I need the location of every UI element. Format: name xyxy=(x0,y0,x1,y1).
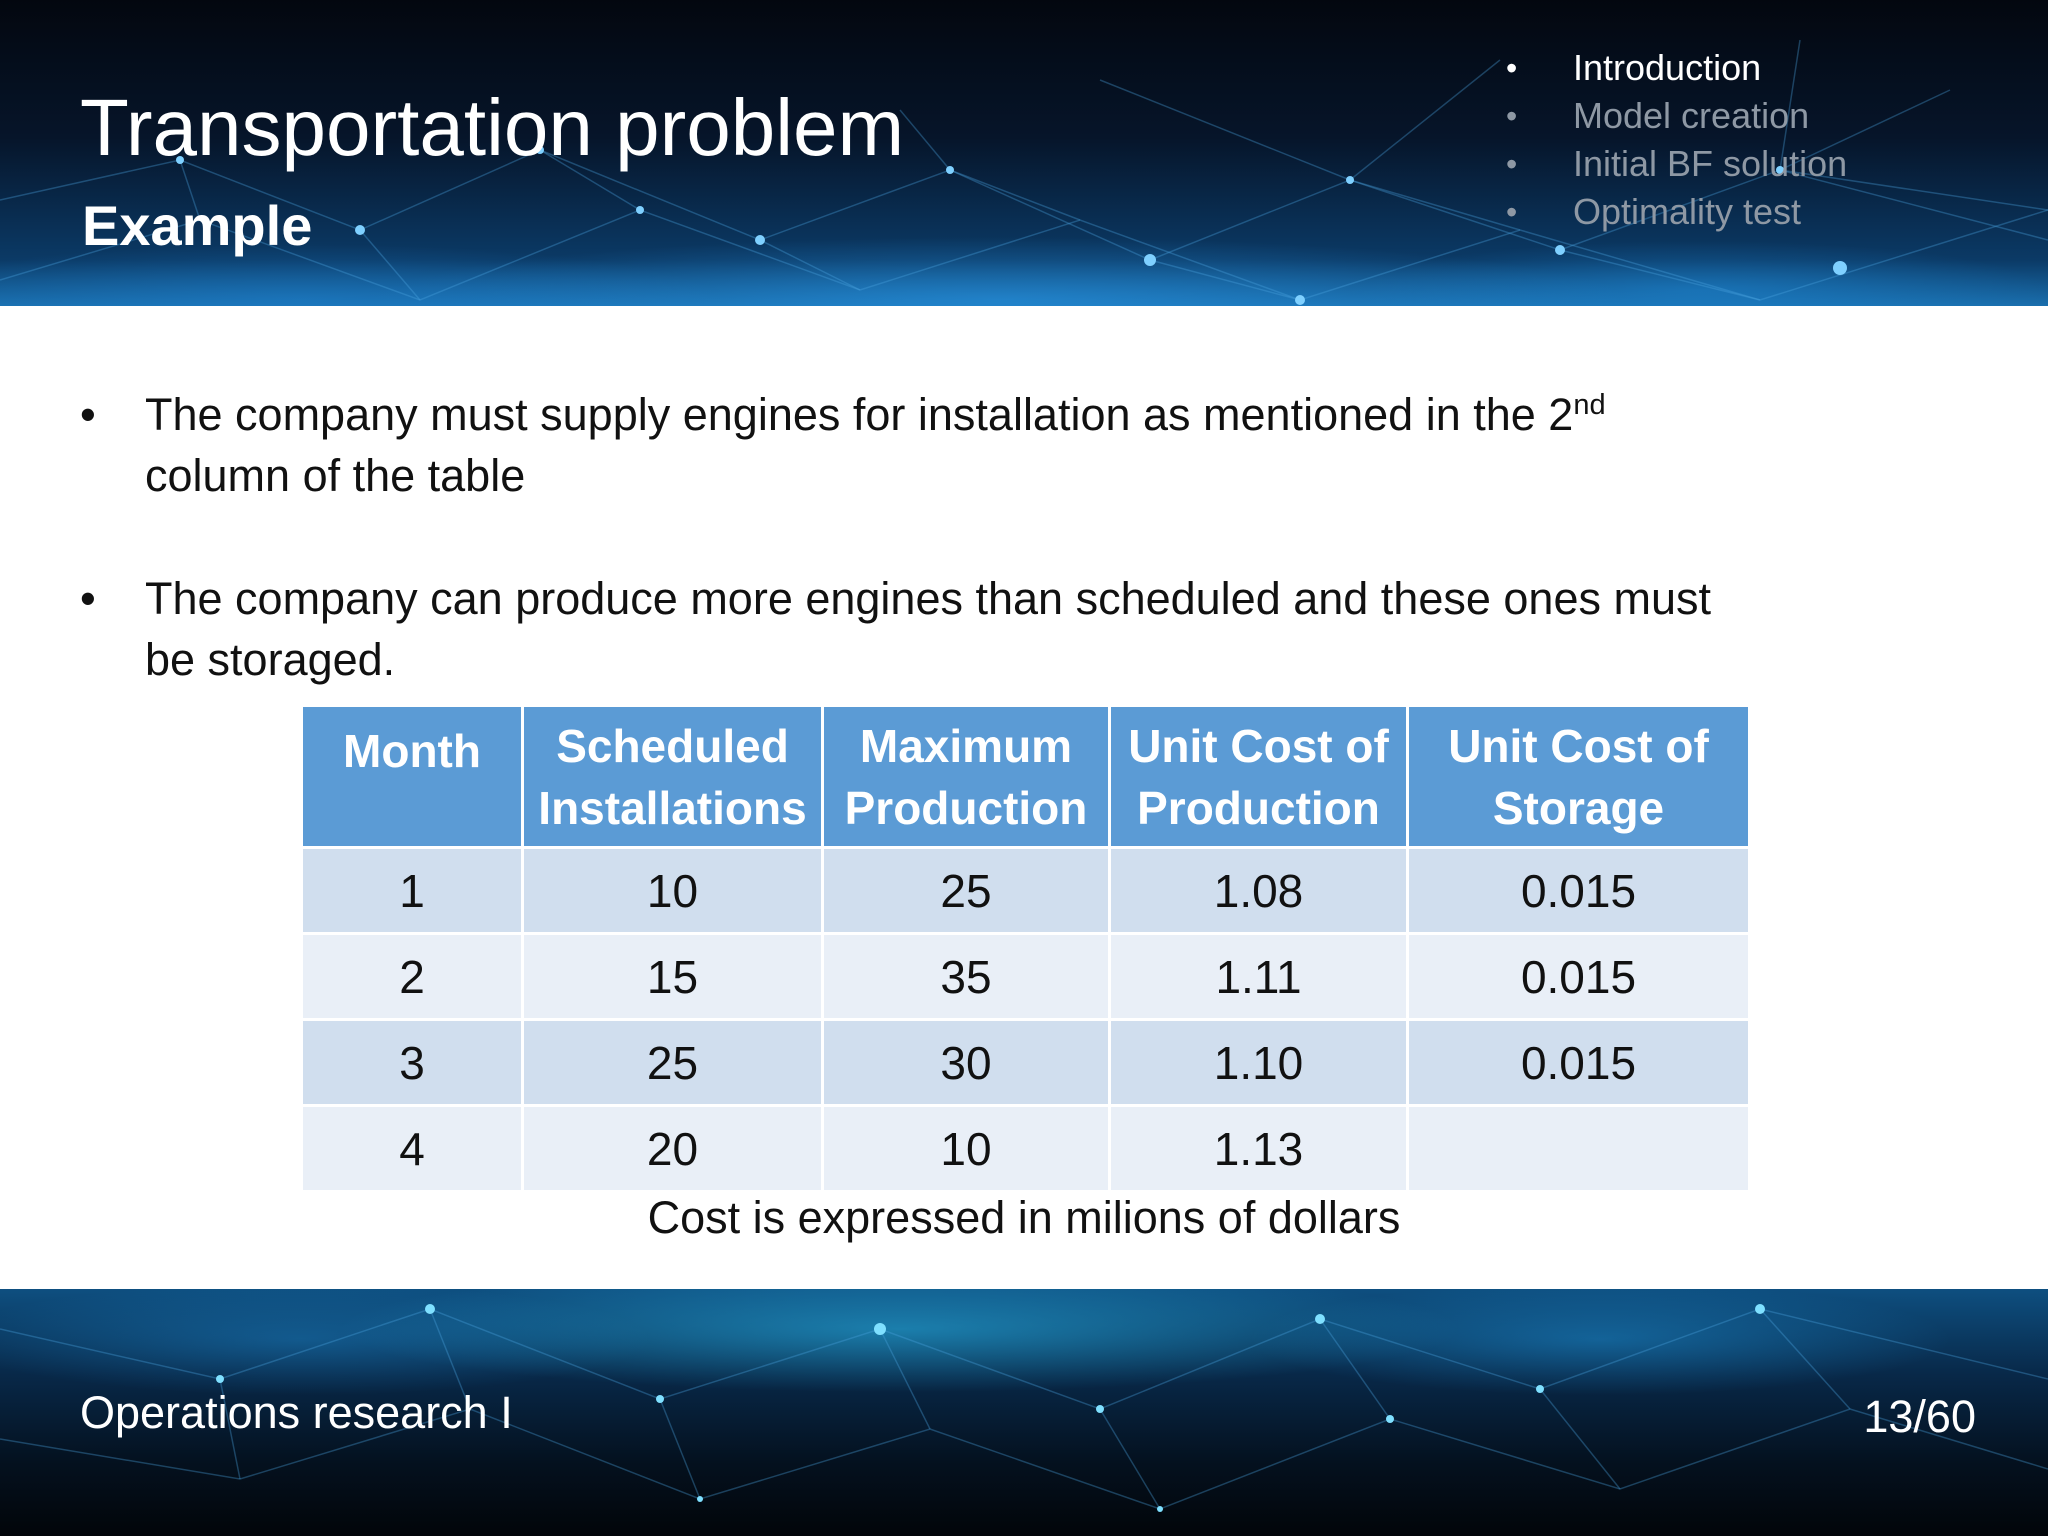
header-line: Scheduled xyxy=(556,719,789,772)
toc-item-introduction: • Introduction xyxy=(1500,46,1847,94)
table-cell: 1.08 xyxy=(1108,846,1409,935)
table-cell xyxy=(1406,1104,1751,1193)
table-row: 1 10 25 1.08 0.015 xyxy=(300,846,1751,935)
slide-bullets: • The company must supply engines for in… xyxy=(80,384,1780,690)
bullet-item: • The company can produce more engines t… xyxy=(80,568,1745,690)
bullet-text: The company must supply engines for inst… xyxy=(145,389,1574,440)
table-cell: 15 xyxy=(521,932,824,1021)
table-cell: 2 xyxy=(300,932,524,1021)
table-cell: 0.015 xyxy=(1406,846,1751,935)
table-footnote: Cost is expressed in milions of dollars xyxy=(647,1192,1401,1243)
table-cell: 20 xyxy=(521,1104,824,1193)
footer-banner xyxy=(0,1289,2048,1536)
header-line: Production xyxy=(1137,781,1380,834)
production-table: Month Scheduled Installations Maximum Prod… xyxy=(300,704,1751,1193)
header-line: Production xyxy=(844,781,1088,834)
table-cell: 4 xyxy=(300,1104,524,1193)
table-cell: 3 xyxy=(300,1018,524,1107)
column-header-unit-cost-production: Unit Cost of Production xyxy=(1108,704,1409,849)
toc-label: Optimality test xyxy=(1573,191,1802,232)
network-background-graphic xyxy=(0,39,2048,305)
page-number: 13/60 xyxy=(1863,1391,1976,1442)
bullet-text: The company can produce more engines tha… xyxy=(145,573,1711,685)
toc-label: Initial BF solution xyxy=(1573,143,1848,184)
table-row: 3 25 30 1.10 0.015 xyxy=(300,1018,1751,1107)
table-cell: 35 xyxy=(821,932,1111,1021)
table-cell: 1 xyxy=(300,846,524,935)
bullet-dot-icon: • xyxy=(1506,98,1518,134)
header-line: Month xyxy=(343,725,481,777)
toc-item-model-creation: • Model creation xyxy=(1500,94,1847,142)
table-cell: 0.015 xyxy=(1406,932,1751,1021)
toc-label: Introduction xyxy=(1573,47,1762,88)
table-cell: 1.13 xyxy=(1108,1104,1409,1193)
toc-item-initial-bf-solution: • Initial BF solution xyxy=(1500,142,1847,190)
toc-item-optimality-test: • Optimality test xyxy=(1500,190,1847,238)
header-banner: Transportation problem Example • Introduc… xyxy=(0,0,2048,306)
slide-subtitle: Example xyxy=(82,194,313,257)
table-cell: 25 xyxy=(821,846,1111,935)
bullet-dot-icon: • xyxy=(1506,146,1518,182)
table-row: 4 20 10 1.13 xyxy=(300,1104,1751,1193)
table-cell: 0.015 xyxy=(1406,1018,1751,1107)
network-background-graphic xyxy=(0,1304,2048,1512)
table-cell: 10 xyxy=(521,846,824,935)
table-cell: 1.10 xyxy=(1108,1018,1409,1107)
toc-label: Model creation xyxy=(1573,95,1810,136)
header-line: Maximum xyxy=(859,719,1073,772)
ordinal-suffix: nd xyxy=(1573,389,1606,421)
course-name: Operations research I xyxy=(80,1387,513,1438)
bullet-text-continuation: column of the table xyxy=(145,450,526,501)
column-header-unit-cost-storage: Unit Cost of Storage xyxy=(1406,704,1751,849)
table-cell: 10 xyxy=(821,1104,1111,1193)
table-header-row: Month Scheduled Installations Maximum Prod… xyxy=(300,704,1751,849)
slide-title: Transportation problem xyxy=(80,83,905,172)
bullet-dot-icon: • xyxy=(1506,50,1518,86)
bullet-dot-icon: • xyxy=(80,573,96,624)
column-header-scheduled-installations: Scheduled Installations xyxy=(521,704,824,849)
header-line: Storage xyxy=(1492,781,1665,834)
bullet-item: • The company must supply engines for in… xyxy=(80,384,1780,506)
header-line: Unit Cost of xyxy=(1448,719,1709,772)
bullet-dot-icon: • xyxy=(1506,194,1518,230)
header-line: Unit Cost of xyxy=(1128,719,1389,772)
bullet-dot-icon: • xyxy=(80,389,96,440)
section-navigation: • Introduction • Model creation • Initial B… xyxy=(1500,46,1847,238)
table-row: 2 15 35 1.11 0.015 xyxy=(300,932,1751,1021)
table-cell: 30 xyxy=(821,1018,1111,1107)
header-line: Installations xyxy=(538,781,807,834)
column-header-maximum-production: Maximum Production xyxy=(821,704,1111,849)
column-header-month: Month xyxy=(300,704,524,849)
table-cell: 25 xyxy=(521,1018,824,1107)
table-cell: 1.11 xyxy=(1108,932,1409,1021)
